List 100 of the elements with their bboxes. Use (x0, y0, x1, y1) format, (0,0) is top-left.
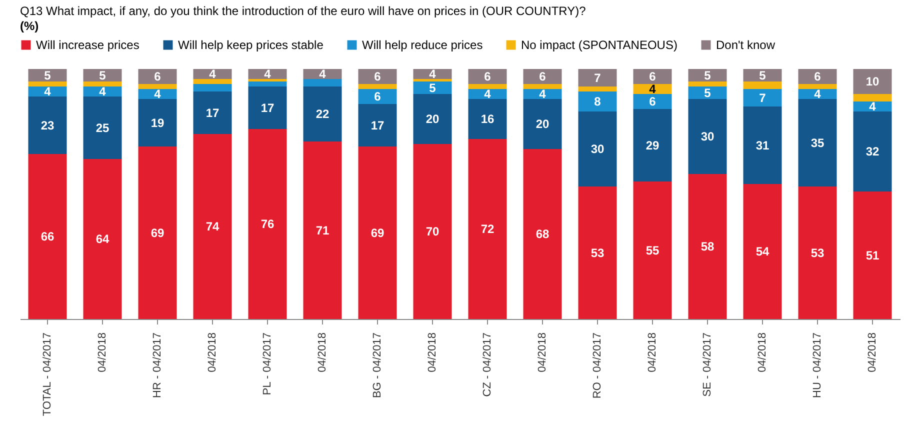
bar (358, 84, 397, 89)
data-label: 4 (484, 87, 492, 101)
data-label: 4 (869, 100, 876, 114)
legend-label: Will increase prices (36, 38, 140, 52)
bar (303, 142, 342, 319)
data-label: 4 (154, 87, 162, 101)
data-label: 6 (539, 70, 546, 84)
bar (743, 82, 782, 89)
x-tick-label: 04/2018 (96, 332, 108, 372)
bar (578, 69, 617, 86)
bar (853, 192, 892, 319)
data-label: 4 (649, 82, 656, 96)
bar (798, 89, 837, 99)
data-label: 53 (810, 246, 824, 260)
bar (28, 82, 67, 86)
bar (413, 82, 452, 94)
bar (468, 99, 507, 139)
data-label: 17 (260, 100, 274, 115)
bar (303, 79, 342, 86)
data-label: 7 (759, 90, 766, 105)
bar (853, 69, 892, 94)
data-label: 32 (866, 144, 880, 158)
data-label: 55 (646, 243, 660, 258)
bar (523, 69, 562, 84)
bar (193, 134, 232, 319)
bar (798, 69, 837, 84)
bar (248, 86, 287, 129)
x-tick-label: 04/2018 (316, 332, 328, 372)
legend-label: Will help reduce prices (362, 38, 483, 52)
bar (798, 99, 837, 186)
data-label: 74 (206, 220, 220, 234)
legend-label: Don't know (716, 38, 776, 52)
bar (633, 94, 672, 109)
data-label: 53 (590, 246, 604, 260)
data-label: 4 (44, 84, 52, 98)
data-label: 30 (700, 130, 714, 144)
data-label: 25 (96, 120, 110, 135)
bar (578, 92, 617, 112)
bar (193, 92, 232, 134)
bar (193, 69, 232, 79)
bar (468, 89, 507, 99)
bar (193, 84, 232, 92)
bar (853, 94, 892, 102)
data-label: 5 (44, 68, 52, 82)
data-label: 4 (264, 67, 272, 81)
x-tick-label: 04/2018 (866, 332, 878, 372)
data-label: 4 (209, 67, 216, 81)
bar (688, 174, 727, 319)
bar (248, 129, 287, 319)
data-label: 6 (814, 70, 822, 84)
bar (28, 154, 67, 319)
bar (83, 69, 122, 82)
x-tick-label: PL - 04/2017 (262, 332, 274, 396)
data-label: 6 (374, 90, 382, 104)
data-label: 22 (316, 107, 330, 121)
data-label: 4 (539, 87, 546, 101)
legend-label: No impact (SPONTANEOUS) (521, 38, 678, 52)
x-tick-label: HR - 04/2017 (152, 332, 164, 398)
data-label: 4 (429, 67, 436, 81)
bar (248, 69, 287, 79)
bar (28, 96, 67, 154)
x-tick-label: RO - 04/2017 (592, 332, 604, 399)
x-tick-label: HU - 04/2017 (812, 332, 824, 398)
data-label: 68 (536, 227, 550, 241)
data-label: 58 (700, 240, 714, 254)
bar (193, 79, 232, 84)
bar (138, 84, 177, 89)
data-label: 30 (590, 142, 604, 156)
bar (83, 96, 122, 159)
bar (358, 89, 397, 104)
data-label: 4 (319, 67, 326, 81)
data-label: 76 (260, 217, 274, 231)
bar (138, 146, 177, 319)
bar (28, 86, 67, 96)
data-label: 4 (99, 84, 106, 98)
bar (83, 82, 122, 86)
bar (688, 82, 727, 86)
x-tick-label: 04/2018 (756, 332, 768, 372)
data-label: 20 (536, 117, 550, 131)
bar (743, 69, 782, 82)
bar (688, 99, 727, 174)
data-label: 16 (480, 112, 494, 126)
bar (688, 86, 727, 99)
data-label: 10 (866, 74, 880, 88)
data-label: 4 (814, 87, 822, 101)
data-label: 17 (370, 118, 384, 132)
bar (303, 69, 342, 79)
data-label: 6 (649, 70, 656, 84)
data-label: 5 (759, 68, 766, 82)
data-label: 6 (484, 70, 492, 84)
data-label: 6 (649, 94, 656, 108)
bar (633, 182, 672, 319)
data-label: 69 (370, 226, 384, 240)
x-tick-label: TOTAL - 04/2017 (42, 332, 54, 416)
bar (468, 84, 507, 89)
bar (468, 69, 507, 84)
bar (358, 146, 397, 319)
bar (578, 186, 617, 319)
bar (633, 109, 672, 182)
bar (468, 139, 507, 319)
